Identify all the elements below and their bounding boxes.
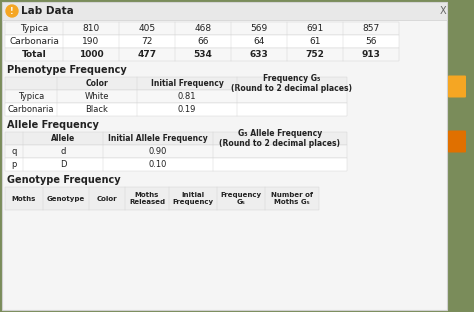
Text: Initial Allele Frequency: Initial Allele Frequency bbox=[108, 134, 208, 143]
Text: Genotype: Genotype bbox=[47, 196, 85, 202]
Text: 477: 477 bbox=[137, 50, 156, 59]
Text: Genotype Frequency: Genotype Frequency bbox=[7, 175, 120, 185]
Text: 633: 633 bbox=[250, 50, 268, 59]
Text: 405: 405 bbox=[138, 24, 155, 33]
Text: D: D bbox=[60, 160, 66, 169]
Text: Phenotype Frequency: Phenotype Frequency bbox=[7, 65, 127, 75]
Text: d: d bbox=[60, 147, 66, 156]
Text: 190: 190 bbox=[82, 37, 100, 46]
Text: !: ! bbox=[10, 7, 14, 16]
Text: 61: 61 bbox=[309, 37, 321, 46]
Text: 1000: 1000 bbox=[79, 50, 103, 59]
Text: p: p bbox=[11, 160, 17, 169]
Text: Frequency
G₅: Frequency G₅ bbox=[220, 192, 262, 205]
Text: Number of
Moths G₅: Number of Moths G₅ bbox=[271, 192, 313, 205]
Text: 534: 534 bbox=[193, 50, 212, 59]
Text: Frequency G₅
(Round to 2 decimal places): Frequency G₅ (Round to 2 decimal places) bbox=[231, 74, 353, 93]
Text: Carbonaria: Carbonaria bbox=[8, 105, 54, 114]
Text: Typica: Typica bbox=[20, 24, 48, 33]
Text: 468: 468 bbox=[194, 24, 211, 33]
Text: Allele Frequency: Allele Frequency bbox=[7, 120, 99, 130]
Bar bbox=[5, 22, 399, 35]
Text: Black: Black bbox=[86, 105, 109, 114]
Bar bbox=[5, 35, 399, 48]
Text: 64: 64 bbox=[253, 37, 264, 46]
Text: 569: 569 bbox=[250, 24, 268, 33]
Text: Total: Total bbox=[22, 50, 46, 59]
Text: Moths: Moths bbox=[12, 196, 36, 202]
Text: Allele: Allele bbox=[51, 134, 75, 143]
Bar bbox=[5, 90, 347, 103]
FancyBboxPatch shape bbox=[448, 130, 466, 153]
Text: Typica: Typica bbox=[18, 92, 44, 101]
Text: 913: 913 bbox=[362, 50, 381, 59]
Text: Moths
Released: Moths Released bbox=[129, 192, 165, 205]
FancyBboxPatch shape bbox=[448, 76, 466, 97]
Text: 0.19: 0.19 bbox=[178, 105, 196, 114]
Text: 0.81: 0.81 bbox=[178, 92, 196, 101]
Bar bbox=[5, 187, 319, 210]
Text: Initial Frequency: Initial Frequency bbox=[151, 79, 223, 88]
Text: 0.90: 0.90 bbox=[149, 147, 167, 156]
Text: 72: 72 bbox=[141, 37, 153, 46]
Text: 857: 857 bbox=[363, 24, 380, 33]
Text: Lab Data: Lab Data bbox=[21, 6, 74, 16]
Circle shape bbox=[6, 5, 18, 17]
Bar bbox=[5, 132, 347, 145]
Text: Color: Color bbox=[86, 79, 109, 88]
Bar bbox=[5, 145, 347, 158]
Text: 691: 691 bbox=[306, 24, 324, 33]
Text: Carbonaria: Carbonaria bbox=[9, 37, 59, 46]
Text: 810: 810 bbox=[82, 24, 100, 33]
Bar bbox=[5, 158, 347, 171]
Text: Color: Color bbox=[97, 196, 117, 202]
Text: 66: 66 bbox=[197, 37, 209, 46]
Text: White: White bbox=[85, 92, 109, 101]
Bar bbox=[5, 48, 399, 61]
Text: 56: 56 bbox=[365, 37, 377, 46]
Text: G₅ Allele Frequency
(Round to 2 decimal places): G₅ Allele Frequency (Round to 2 decimal … bbox=[219, 129, 340, 148]
Bar bbox=[5, 103, 347, 116]
Text: 0.10: 0.10 bbox=[149, 160, 167, 169]
Text: X: X bbox=[440, 6, 447, 16]
Bar bbox=[5, 77, 347, 90]
Text: Initial
Frequency: Initial Frequency bbox=[173, 192, 214, 205]
Bar bbox=[2, 2, 447, 20]
Text: q: q bbox=[11, 147, 17, 156]
Text: 752: 752 bbox=[306, 50, 324, 59]
